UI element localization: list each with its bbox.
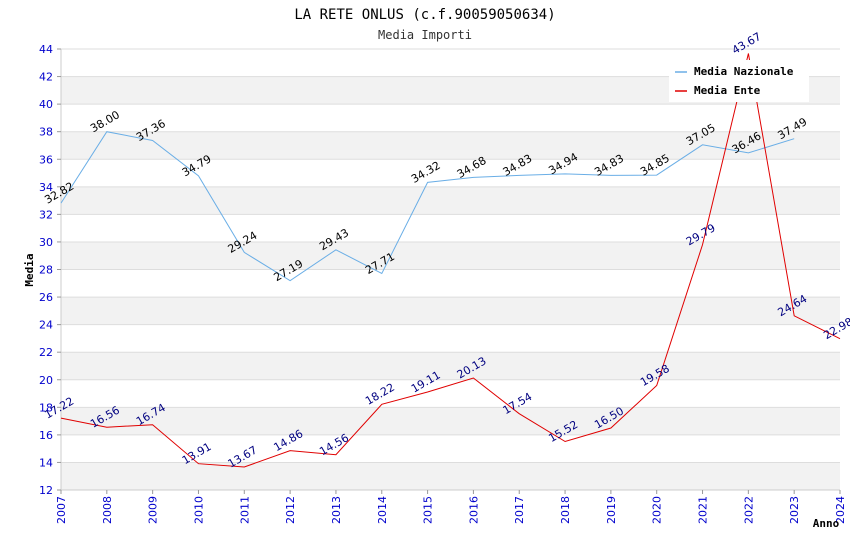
y-tick-label: 40 — [39, 98, 53, 111]
y-tick-label: 36 — [39, 153, 53, 166]
legend: Media Nazionale Media Ente — [669, 60, 809, 102]
grid-band — [61, 462, 840, 490]
x-tick-label: 2019 — [605, 496, 618, 524]
x-tick-label: 2017 — [513, 496, 526, 524]
grid-band — [61, 186, 840, 215]
y-tick-label: 16 — [39, 429, 53, 442]
x-tick-label: 2013 — [330, 496, 343, 524]
grid-band — [61, 131, 840, 160]
data-label-media-nazionale: 38.00 — [88, 108, 122, 135]
data-label-media-nazionale: 34.32 — [409, 159, 443, 186]
x-tick-label: 2007 — [55, 496, 68, 524]
x-tick-label: 2021 — [697, 496, 710, 524]
grid-band — [61, 241, 840, 270]
x-tick-label: 2012 — [284, 496, 297, 524]
y-tick-label: 30 — [39, 236, 53, 249]
y-axis-ticks: 12 14 16 18 20 22 24 26 28 30 32 34 36 38 40 42 44 — [39, 43, 61, 497]
y-tick-label: 38 — [39, 126, 53, 139]
y-tick-label: 26 — [39, 291, 53, 304]
x-tick-label: 2009 — [147, 496, 160, 524]
x-tick-label: 2008 — [101, 496, 114, 524]
x-axis-label: Anno — [813, 517, 840, 530]
x-tick-label: 2022 — [742, 496, 755, 524]
y-tick-label: 34 — [39, 181, 53, 194]
x-tick-label: 2015 — [422, 496, 435, 524]
x-tick-label: 2023 — [788, 496, 801, 524]
y-tick-label: 28 — [39, 264, 53, 277]
y-tick-label: 32 — [39, 208, 53, 221]
series-line-media-ente — [60, 53, 841, 468]
y-tick-label: 20 — [39, 374, 53, 387]
y-tick-label: 24 — [39, 319, 53, 332]
legend-background — [669, 60, 809, 102]
grid-band — [61, 407, 840, 435]
chart-title: LA RETE ONLUS (c.f.90059050634) — [294, 7, 555, 23]
x-tick-label: 2024 — [834, 496, 847, 524]
series-lines — [60, 53, 841, 468]
data-label-media-ente: 18.22 — [363, 381, 397, 408]
y-tick-label: 42 — [39, 71, 53, 84]
y-tick-label: 12 — [39, 484, 53, 497]
grid-bands — [61, 76, 840, 490]
y-tick-label: 44 — [39, 43, 53, 56]
x-axis-ticks: 2007 2008 2009 2010 2011 2012 2013 2014 2015 2016… — [55, 490, 847, 524]
x-tick-label: 2010 — [192, 496, 205, 524]
x-tick-label: 2014 — [376, 496, 389, 524]
series-line-media-nazionale — [60, 131, 795, 282]
x-tick-label: 2011 — [238, 496, 251, 524]
grid-band — [61, 297, 840, 325]
legend-label-media-ente: Media Ente — [694, 84, 761, 97]
chart-subtitle: Media Importi — [378, 28, 472, 42]
grid-band — [61, 352, 840, 380]
y-tick-label: 22 — [39, 346, 53, 359]
x-tick-label: 2016 — [467, 496, 480, 524]
data-label-media-ente: 43.67 — [730, 30, 764, 57]
x-tick-label: 2020 — [651, 496, 664, 524]
x-tick-label: 2018 — [559, 496, 572, 524]
y-tick-label: 18 — [39, 401, 53, 414]
legend-label-media-nazionale: Media Nazionale — [694, 65, 794, 78]
y-axis-label: Media — [23, 253, 36, 286]
y-tick-label: 14 — [39, 456, 53, 469]
